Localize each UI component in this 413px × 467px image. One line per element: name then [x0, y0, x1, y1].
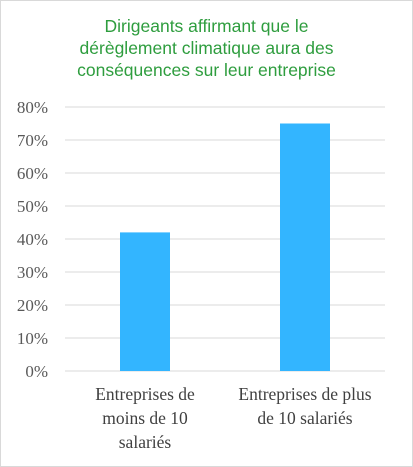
bar [280, 123, 330, 371]
chart-title-line-3: conséquences sur leur entreprise [77, 60, 336, 80]
x-category-label: moins de 10 [102, 408, 188, 428]
bar [120, 232, 170, 371]
y-tick-label: 0% [25, 362, 48, 381]
x-category-label: de 10 salariés [257, 408, 352, 428]
chart-title: Dirigeants affirmant que le dérèglement … [1, 15, 412, 81]
y-tick-label: 70% [17, 131, 48, 150]
y-tick-label: 40% [17, 230, 48, 249]
chart-title-line-2: dérèglement climatique aura des [79, 38, 334, 58]
x-category-label: Entreprises de plus [238, 384, 371, 404]
x-category-label: salariés [119, 432, 172, 452]
chart-title-line-1: Dirigeants affirmant que le [104, 16, 309, 36]
bars [120, 123, 330, 371]
x-axis-labels: Entreprises de moins de 10 salariés Entrepr… [95, 384, 372, 452]
y-tick-label: 80% [17, 98, 48, 117]
y-tick-label: 30% [17, 263, 48, 282]
y-tick-label: 20% [17, 296, 48, 315]
gridlines [65, 106, 385, 372]
y-tick-label: 50% [17, 197, 48, 216]
x-category-label: Entreprises de [95, 384, 195, 404]
y-tick-label: 60% [17, 164, 48, 183]
y-axis-ticks: 0% 10% 20% 30% 40% 50% 60% 70% 80% [17, 98, 48, 381]
y-tick-label: 10% [17, 329, 48, 348]
